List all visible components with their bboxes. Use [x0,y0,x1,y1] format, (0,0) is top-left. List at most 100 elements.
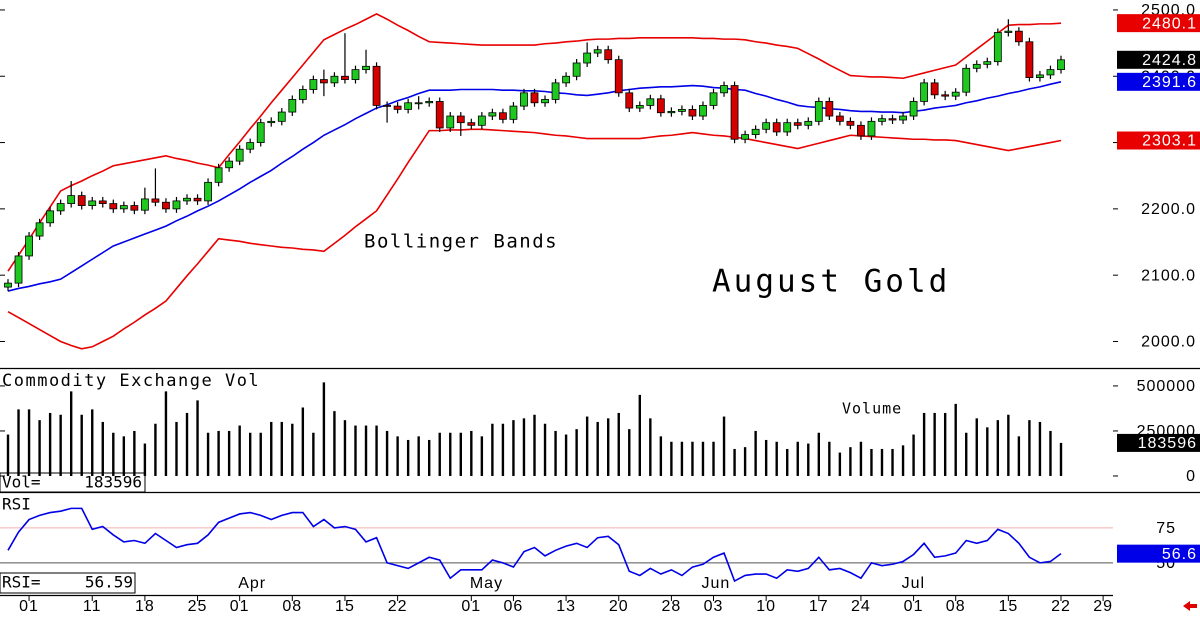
x-tick-label: 15 [335,598,355,615]
candle-body [530,92,539,104]
x-tick-label: 01 [904,598,924,615]
candle-body [804,120,813,126]
candle-body [646,98,655,106]
candle-body [446,115,455,129]
upper-band-value-box [1117,14,1200,33]
y-tick-label: 2100.0 [1141,267,1196,284]
candle-body [204,181,212,202]
month-label: Jul [902,575,925,592]
candle-body [509,105,518,120]
candle-body [477,115,486,126]
rsi-readout-value: 56.59 [85,573,133,592]
candle-body [362,65,370,71]
candle-body [1014,30,1023,43]
candle-body [425,101,434,104]
candle-body [214,167,223,183]
candle-body [857,124,865,137]
x-tick-label: 24 [851,598,871,615]
candle-body [783,122,792,133]
candle-body [256,122,265,143]
candle-body [993,32,1002,63]
candle-body [4,282,12,288]
x-tick-label: 20 [609,598,629,615]
volume-readout-label: Vol= [2,473,41,492]
candle-body [888,118,897,121]
lower-band-value: 2303.1 [1142,133,1197,150]
candle-body [351,69,360,80]
x-tick-label: 22 [1051,598,1071,615]
x-tick-label: 25 [188,598,208,615]
y-tick-label: 0 [1186,468,1196,485]
x-tick-label: 01 [461,598,481,615]
x-tick-label: 17 [809,598,829,615]
scroll-arrow[interactable] [1183,601,1197,611]
candle-body [751,128,760,136]
candle-body [593,49,602,54]
rsi-readout-label: RSI= [2,573,41,592]
lower-band-value-box [1117,131,1200,150]
rsi-title: RSI [2,495,31,514]
candle-body [730,85,739,140]
candle-body [277,111,286,122]
candle-body [741,134,749,140]
candle-body [467,122,476,126]
rsi-readout-box [0,572,136,594]
x-tick-label: 06 [504,598,524,615]
annotation: Bollinger Bands [364,231,558,253]
y-tick-label: 2200.0 [1141,201,1196,218]
x-tick-label: 11 [83,598,102,615]
candle-body [435,101,444,129]
candle-body [951,91,960,97]
x-tick-label: 01 [230,598,250,615]
upper-band-value: 2480.1 [1142,15,1197,32]
candle-body [393,105,402,110]
candle-body [140,198,149,211]
candle-body [383,105,391,107]
candle-body [1057,59,1065,71]
candle-body [319,79,328,84]
candle-body [930,82,939,96]
x-tick-label: 28 [661,598,681,615]
candle-body [404,102,413,110]
candle-body [330,75,339,84]
candle-body [520,92,528,107]
x-tick-label: 13 [556,598,576,615]
x-tick-label: 18 [135,598,155,615]
candle-body [709,92,718,106]
candle-body [656,98,665,114]
last-volume-value-box [1117,433,1200,452]
candle-body [67,195,76,204]
candle-body [867,120,876,137]
candle-body [119,205,128,210]
candle-body [972,63,981,69]
candle-body [309,79,318,90]
candle-body [814,101,823,122]
candle-body [899,115,907,121]
x-tick-label: 03 [704,598,724,615]
candle-body [604,49,613,61]
y-tick-label: 75 [1156,520,1176,537]
candle-body [298,89,307,100]
candle-body [1025,41,1034,78]
last-price-value: 2424.8 [1142,52,1197,69]
candle-body [762,122,771,130]
candle-body [162,201,170,210]
candle-body [909,101,918,117]
candle-body [225,160,234,169]
volume-readout-box [0,472,146,493]
x-tick-label: 22 [388,598,408,615]
candle-body [130,205,139,211]
month-label: Jun [702,575,731,592]
candle-body [962,67,971,93]
y-tick-label: 500000 [1137,378,1196,395]
last-price-value-box [1117,50,1200,69]
candle-body [88,200,97,206]
candle-body [109,203,118,210]
y-tick-label: 2000.0 [1141,334,1196,351]
candle-body [562,75,570,84]
candle-body [499,112,507,120]
candle-body [625,92,634,109]
candle-body [551,82,560,100]
candle-body [77,195,86,206]
